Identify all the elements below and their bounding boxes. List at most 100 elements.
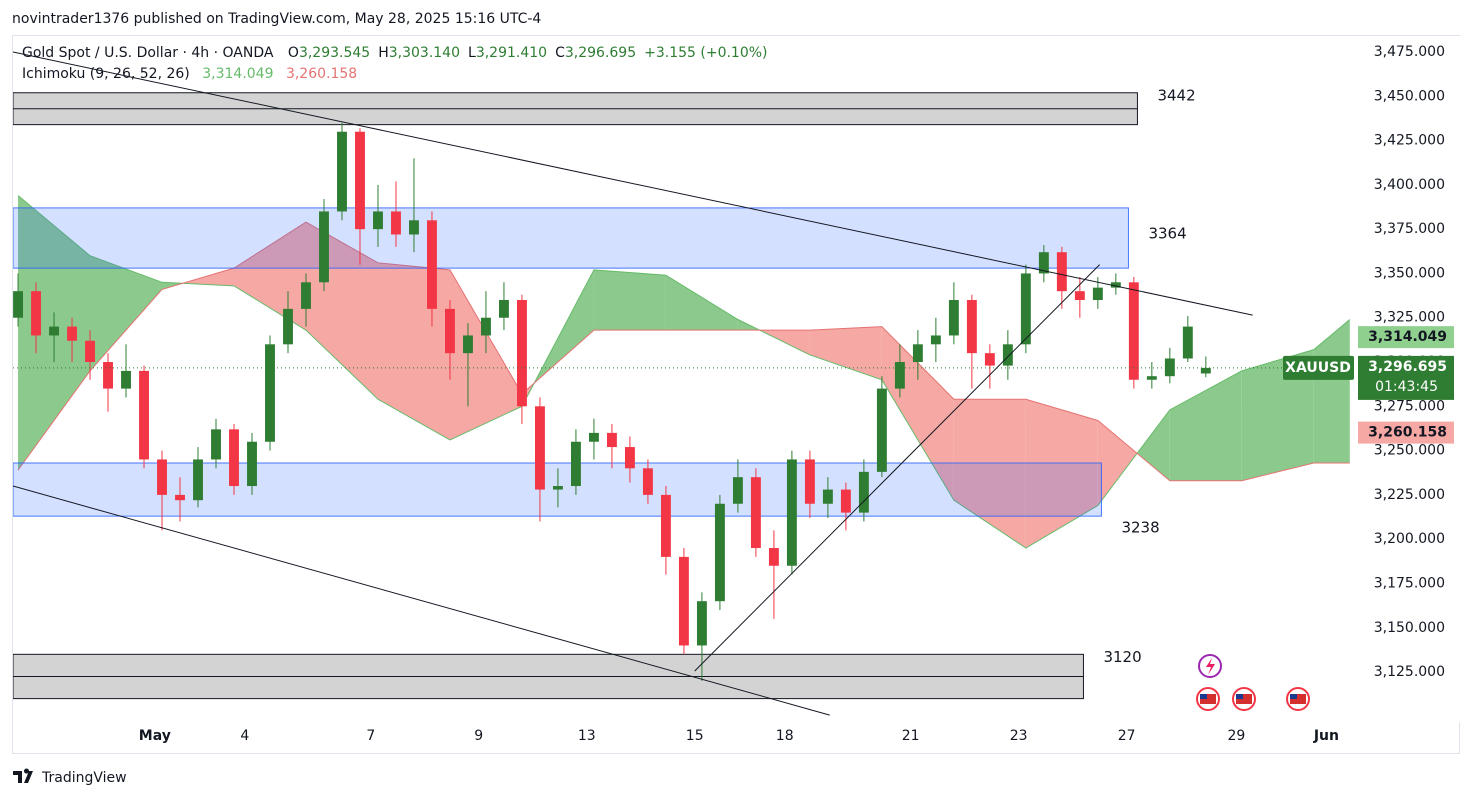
change: +3.155 (+0.10%) bbox=[644, 45, 767, 61]
ohlc-value: 3,296.695 bbox=[565, 45, 636, 61]
candle-body bbox=[948, 300, 959, 336]
candle-body bbox=[157, 459, 167, 495]
ohlc-key: O bbox=[288, 45, 299, 61]
y-tick-label: 3,125.000 bbox=[1374, 664, 1445, 680]
candle-body bbox=[499, 300, 509, 318]
x-tick-label: 18 bbox=[776, 728, 794, 744]
candle-body bbox=[876, 388, 887, 472]
candle-body bbox=[678, 556, 689, 646]
x-tick-label: 29 bbox=[1228, 728, 1246, 744]
brand[interactable]: TradingView bbox=[13, 768, 127, 786]
publisher-line: novintrader1376 published on TradingView… bbox=[12, 11, 541, 27]
countdown-label: 01:43:45 bbox=[1375, 379, 1438, 395]
candle-body bbox=[858, 471, 869, 513]
candle-body bbox=[139, 370, 149, 460]
candle-body bbox=[588, 432, 599, 442]
flag-glyph bbox=[1200, 694, 1207, 699]
candle-body bbox=[427, 220, 437, 309]
ohlc-key: H bbox=[378, 45, 389, 61]
plot-area bbox=[13, 51, 1357, 716]
cloud-segment bbox=[953, 399, 1026, 549]
brand-name: TradingView bbox=[41, 770, 127, 786]
x-tick-label: 27 bbox=[1118, 728, 1136, 744]
candle-body bbox=[301, 282, 311, 309]
candle-body bbox=[786, 459, 797, 566]
candle-body bbox=[732, 477, 743, 504]
y-tick-label: 3,350.000 bbox=[1374, 265, 1445, 281]
candle-body bbox=[1038, 252, 1049, 274]
y-tick-label: 3,225.000 bbox=[1374, 487, 1445, 503]
candle-body bbox=[1164, 358, 1175, 377]
candle-body bbox=[13, 291, 23, 318]
y-tick-label: 3,200.000 bbox=[1374, 531, 1445, 547]
flag-glyph bbox=[1236, 694, 1243, 699]
trend-line bbox=[13, 485, 830, 716]
y-tick-label: 3,175.000 bbox=[1374, 575, 1445, 591]
candle-body bbox=[517, 300, 527, 407]
indicator-value: 3,314.049 bbox=[202, 66, 273, 82]
flag-glyph bbox=[1200, 694, 1216, 704]
symbol-box bbox=[1283, 355, 1354, 380]
ohlc-value: 3,293.545 bbox=[299, 45, 370, 61]
candle-body bbox=[1074, 291, 1085, 301]
candle-body bbox=[642, 468, 653, 495]
candle-body bbox=[1146, 376, 1157, 380]
indicator-legend: Ichimoku (9, 26, 52, 26) 3,314.049 3,260… bbox=[22, 66, 357, 82]
candle-body bbox=[1182, 326, 1193, 359]
candle-body bbox=[1056, 252, 1067, 292]
zone-label: 3442 bbox=[1157, 86, 1195, 104]
ohlc-key: L bbox=[468, 45, 476, 61]
ohlc-key: C bbox=[555, 45, 565, 61]
zone-label: 3364 bbox=[1148, 225, 1186, 243]
x-tick-label: 7 bbox=[366, 728, 375, 744]
candle-body bbox=[175, 494, 185, 501]
candle-body bbox=[337, 131, 347, 212]
candle-body bbox=[534, 406, 545, 490]
candle-body bbox=[696, 601, 707, 646]
candle-body bbox=[31, 291, 41, 336]
candle-body bbox=[1200, 367, 1211, 374]
cloud-segment bbox=[182, 268, 235, 286]
candle-body bbox=[247, 441, 257, 487]
y-tick-label: 3,425.000 bbox=[1374, 133, 1445, 149]
x-tick-label: 21 bbox=[902, 728, 920, 744]
event-icon-glyph bbox=[1206, 658, 1215, 675]
symbol-label: XAUUSD bbox=[1285, 360, 1351, 376]
flag-glyph bbox=[1290, 694, 1297, 699]
candle-body bbox=[552, 486, 563, 490]
candle-body bbox=[49, 326, 59, 336]
candle-body bbox=[391, 211, 401, 235]
candle-body bbox=[1110, 282, 1121, 288]
cloud-segment bbox=[90, 255, 163, 371]
candle-body bbox=[1128, 282, 1139, 380]
x-tick-label: 23 bbox=[1010, 728, 1028, 744]
candle-body bbox=[265, 344, 275, 442]
candle-body bbox=[624, 447, 635, 469]
legend-line: Gold Spot / U.S. Dollar · 4h · OANDA O3,… bbox=[22, 45, 768, 61]
cloud-segment bbox=[1241, 349, 1314, 481]
ohlc-value: 3,291.410 bbox=[476, 45, 547, 61]
flag-glyph bbox=[1236, 694, 1252, 704]
candle-body bbox=[211, 429, 221, 460]
brand-logo bbox=[13, 768, 33, 783]
senkou-span-a bbox=[17, 195, 1351, 549]
candle-body bbox=[229, 429, 239, 487]
x-tick-label: May bbox=[139, 728, 171, 744]
candle-body bbox=[894, 362, 905, 389]
y-tick-label: 3,450.000 bbox=[1374, 88, 1445, 104]
y-tick-label: 3,375.000 bbox=[1374, 221, 1445, 237]
last-price-box bbox=[1358, 355, 1454, 400]
candle-body bbox=[409, 220, 419, 235]
y-tick-label: 3,325.000 bbox=[1374, 310, 1445, 326]
senkou-span-b bbox=[17, 221, 1350, 482]
candle-body bbox=[121, 370, 131, 389]
candle-body bbox=[912, 344, 923, 363]
candle-body bbox=[1002, 344, 1013, 366]
indicator-price-box bbox=[1358, 421, 1454, 444]
cloud-segment bbox=[1169, 370, 1242, 481]
cloud-segment bbox=[665, 275, 738, 331]
event-icons[interactable] bbox=[1196, 654, 1310, 711]
candle-body bbox=[481, 317, 491, 336]
x-tick-label: 13 bbox=[578, 728, 596, 744]
candle-body bbox=[822, 489, 833, 504]
